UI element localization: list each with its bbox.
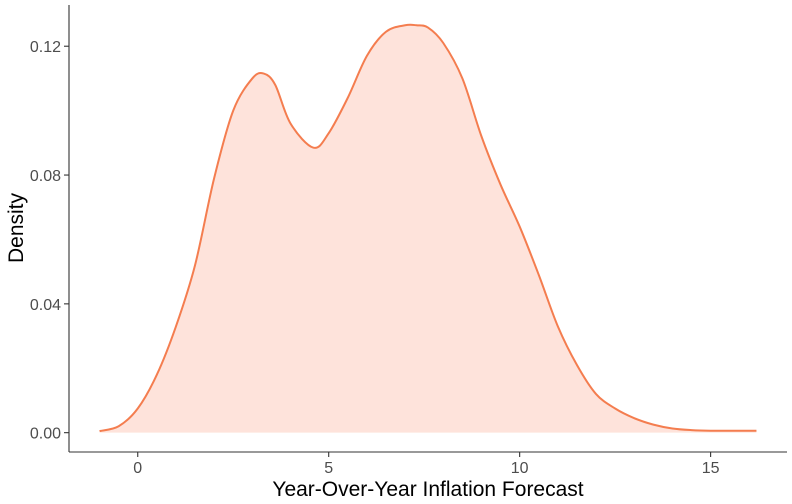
density-line <box>99 23 757 433</box>
density-area <box>99 24 757 433</box>
y-axis-ticks: 0.00 0.04 0.08 0.12 <box>30 39 69 443</box>
x-tick-label: 0 <box>133 460 142 477</box>
y-tick-label: 0.08 <box>30 168 61 185</box>
x-axis-title: Year-Over-Year Inflation Forecast <box>272 478 583 501</box>
x-axis-ticks: 0 5 10 15 <box>133 452 720 477</box>
y-tick-label: 0.00 <box>30 426 61 443</box>
y-axis-title: Density <box>5 192 28 263</box>
x-tick-label: 10 <box>511 460 529 477</box>
y-tick-label: 0.12 <box>30 39 61 56</box>
y-tick-label: 0.04 <box>30 297 61 314</box>
x-tick-label: 5 <box>324 460 333 477</box>
x-tick-label: 15 <box>702 460 720 477</box>
